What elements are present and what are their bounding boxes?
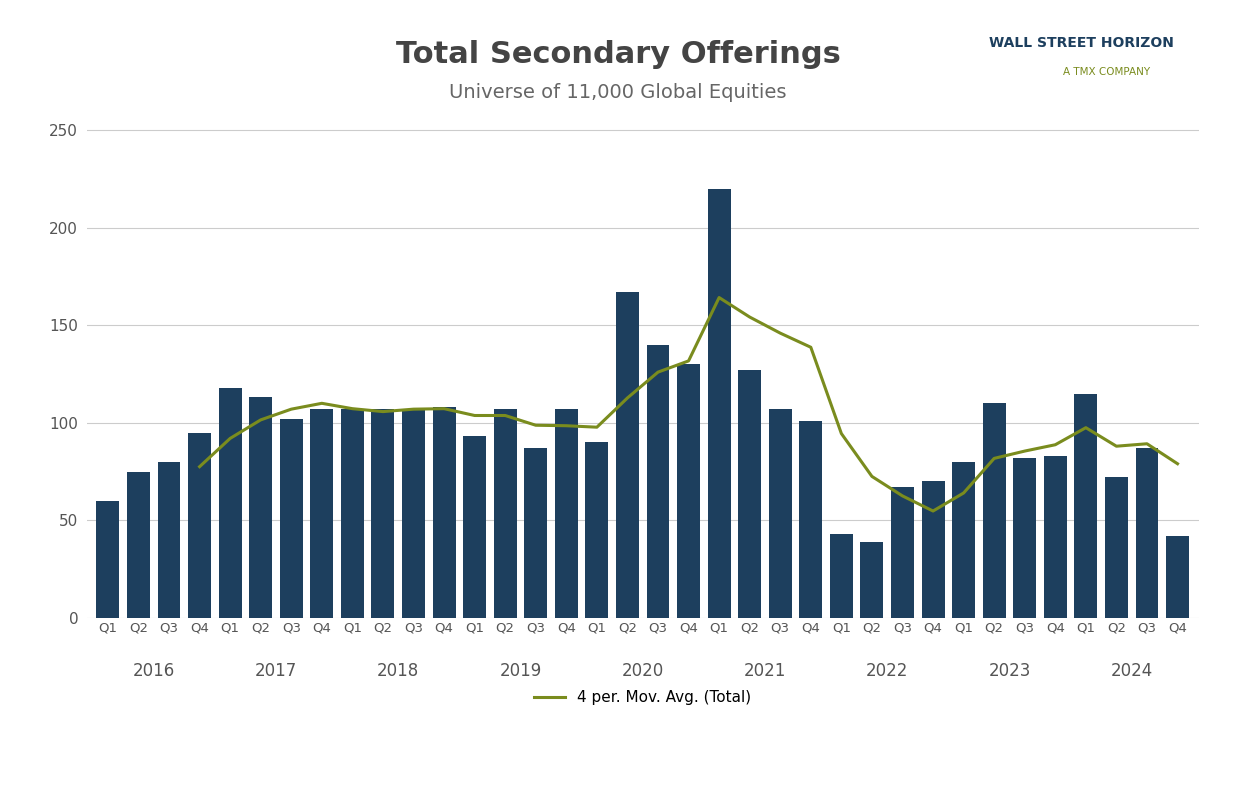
Bar [555,409,577,618]
Bar [922,482,944,618]
Bar [433,407,456,618]
Bar [983,403,1006,618]
Text: 2022: 2022 [866,662,908,680]
Bar [493,409,517,618]
Bar [372,409,394,618]
Bar [1105,478,1128,618]
Text: 2018: 2018 [377,662,419,680]
Bar [1074,394,1098,618]
Text: 2017: 2017 [255,662,297,680]
Bar [402,409,425,618]
Text: 2023: 2023 [989,662,1031,680]
Bar [677,364,700,618]
Bar [800,421,822,618]
Bar [188,432,211,618]
Text: A TMX COMPANY: A TMX COMPANY [1063,67,1149,78]
Bar [1014,458,1036,618]
Bar [891,487,913,618]
Bar [769,409,792,618]
Bar [860,542,884,618]
Text: 2020: 2020 [622,662,664,680]
Bar [1044,456,1067,618]
Bar [1166,536,1189,618]
Bar [829,534,853,618]
Bar [646,345,670,618]
Text: 2016: 2016 [132,662,174,680]
Legend: 4 per. Mov. Avg. (Total): 4 per. Mov. Avg. (Total) [528,684,758,711]
Text: Total Secondary Offerings: Total Secondary Offerings [396,40,840,69]
Bar [1136,448,1158,618]
Bar [708,188,730,618]
Text: 2021: 2021 [744,662,786,680]
Text: Universe of 11,000 Global Equities: Universe of 11,000 Global Equities [449,83,787,102]
Bar [127,471,150,618]
Bar [586,442,608,618]
Bar [524,448,548,618]
Bar [157,462,180,618]
Bar [738,370,761,618]
Bar [279,419,303,618]
Bar [464,436,486,618]
Bar [616,292,639,618]
Bar [250,398,272,618]
Text: 2019: 2019 [499,662,541,680]
Bar [96,501,120,618]
Bar [310,409,334,618]
Text: WALL STREET HORIZON: WALL STREET HORIZON [989,36,1174,50]
Text: 2024: 2024 [1111,662,1153,680]
Bar [219,388,241,618]
Bar [341,409,363,618]
Bar [952,462,975,618]
